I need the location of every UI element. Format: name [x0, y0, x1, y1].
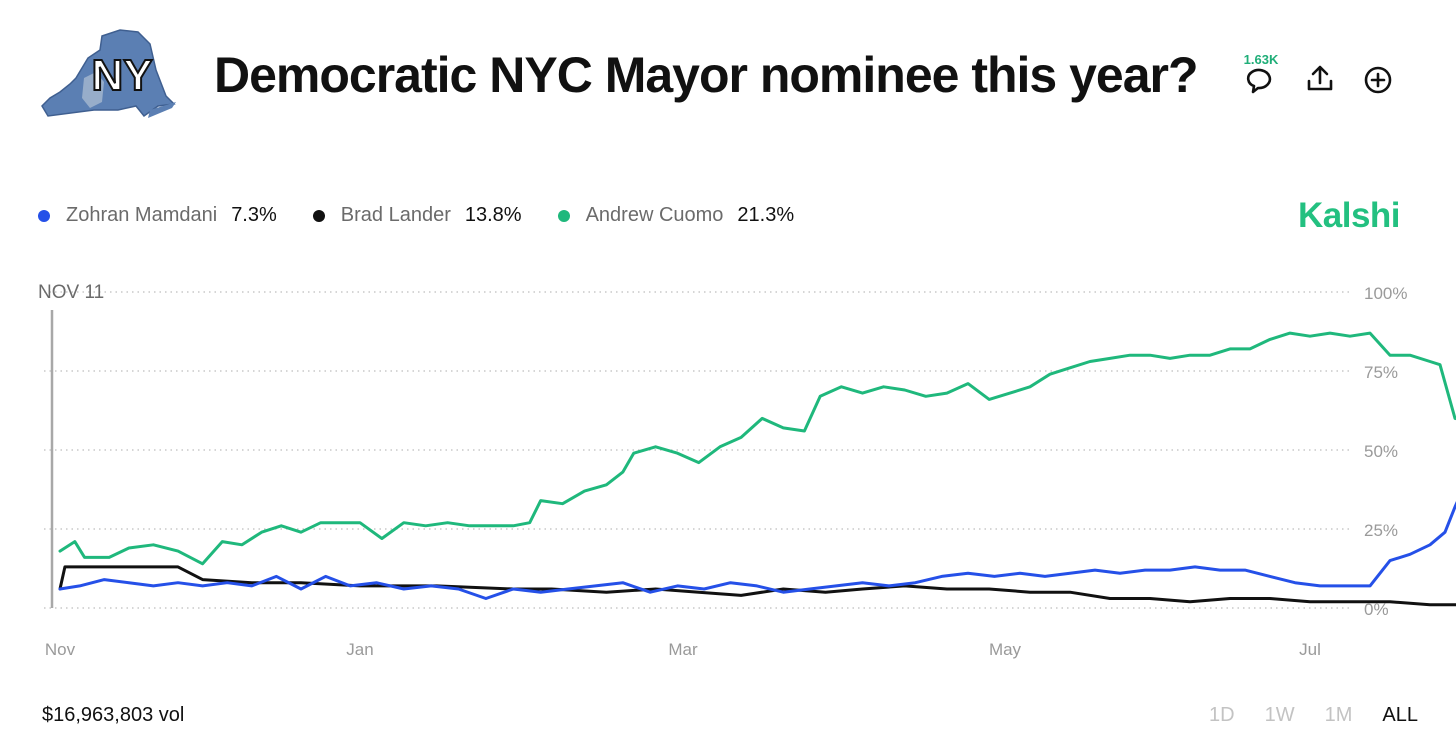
comment-icon	[1246, 68, 1272, 94]
y-tick-label: 0%	[1364, 600, 1389, 619]
x-tick-label: Jan	[346, 640, 373, 659]
comments-button[interactable]: 1.63K	[1236, 52, 1286, 96]
legend-name: Brad Lander	[340, 204, 451, 226]
price-history-chart[interactable]: 0% 25% 50% 75% 100% Nov Jan Mar May Jul NOV 11	[0, 262, 1456, 672]
legend-name: Zohran Mamdani	[66, 204, 218, 226]
legend-value: 7.3%	[231, 204, 277, 226]
legend-name: Andrew Cuomo	[585, 204, 724, 226]
x-tick-label: Nov	[45, 640, 76, 659]
chart-legend: Zohran Mamdani 7.3% Brad Lander 13.8% Andrew…	[38, 204, 830, 227]
range-button-all[interactable]: ALL	[1382, 704, 1418, 726]
x-tick-label: Jul	[1299, 640, 1321, 659]
legend-item[interactable]: Brad Lander 13.8%	[312, 204, 522, 227]
kalshi-brand-logo: Kalshi	[1298, 196, 1401, 235]
add-to-watchlist-button[interactable]	[1360, 62, 1396, 98]
range-button-1w[interactable]: 1W	[1264, 704, 1295, 726]
series-line-zohran-mamdani	[58, 501, 1456, 600]
time-range-selector: 1D 1W 1M ALL	[1179, 704, 1418, 727]
x-tick-label: May	[989, 640, 1022, 659]
legend-dot	[38, 209, 50, 222]
series-line-andrew-cuomo	[58, 331, 1456, 566]
volume-text: $16,963,803 vol	[42, 704, 185, 726]
y-tick-label: 25%	[1364, 521, 1398, 540]
comment-count: 1.63K	[1243, 52, 1279, 67]
legend-dot	[312, 209, 325, 222]
page-title: Democratic NYC Mayor nominee this year?	[214, 47, 1199, 103]
x-tick-label: Mar	[668, 640, 698, 659]
plus-circle-icon	[1364, 66, 1392, 94]
range-button-1m[interactable]: 1M	[1324, 704, 1353, 726]
date-marker-label: NOV 11	[38, 282, 104, 303]
share-button[interactable]	[1303, 62, 1337, 96]
legend-item[interactable]: Andrew Cuomo 21.3%	[557, 204, 795, 227]
market-header: NY Democratic NYC Mayor nominee this yea…	[0, 0, 1456, 160]
legend-value: 13.8%	[464, 204, 522, 226]
legend-item[interactable]: Zohran Mamdani 7.3%	[38, 204, 277, 227]
new-york-state-logo: NY	[41, 29, 176, 118]
y-tick-label: 100%	[1364, 284, 1407, 303]
legend-dot	[557, 209, 570, 222]
logo-text: NY	[91, 51, 152, 100]
legend-value: 21.3%	[737, 204, 795, 226]
y-tick-label: 50%	[1364, 442, 1398, 461]
share-icon	[1307, 65, 1333, 91]
series-line-brad-lander	[58, 565, 1456, 607]
range-button-1d[interactable]: 1D	[1209, 704, 1235, 726]
y-tick-label: 75%	[1364, 363, 1398, 382]
